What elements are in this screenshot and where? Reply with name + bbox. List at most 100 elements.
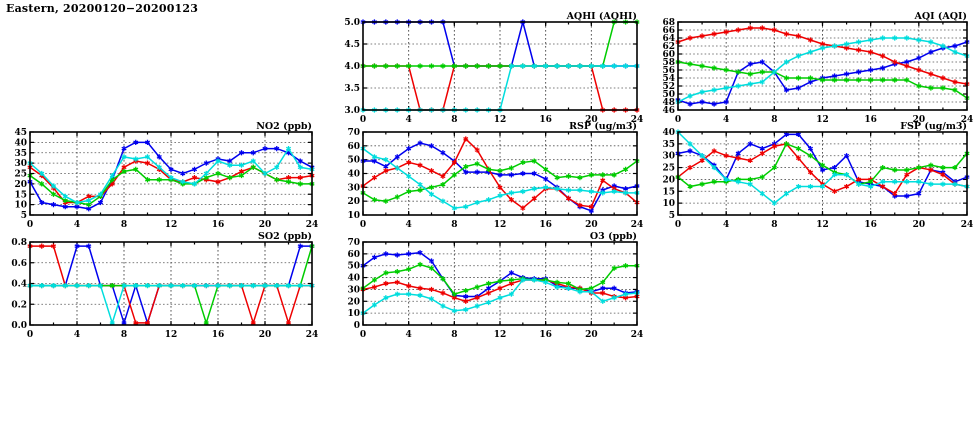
x-tick-label: 4 — [406, 330, 412, 340]
chart-panel-aqhi: AQHI (AQHI) 3.0 3.5 4.0 4.5 5.0 0 4 8 12 16 20 24 — [335, 10, 645, 130]
chart-title-so2: SO2 (ppb) — [258, 231, 312, 242]
y-tick-label: 4.5 — [344, 40, 360, 50]
x-tick-label: 0 — [27, 220, 33, 230]
x-tick-label: 16 — [539, 330, 552, 340]
x-tick-label: 0 — [675, 115, 681, 125]
y-tick-label: 30 — [14, 159, 27, 169]
y-tick-label: 46 — [662, 106, 675, 116]
y-tick-label: 70 — [347, 238, 360, 248]
x-tick-label: 20 — [585, 220, 598, 230]
x-tick-label: 24 — [306, 330, 319, 340]
y-tick-label: 62 — [662, 42, 675, 52]
y-tick-label: 0.0 — [11, 321, 27, 331]
x-tick-label: 20 — [259, 220, 272, 230]
chart-title-aqi: AQI (AQI) — [914, 11, 967, 22]
y-tick-label: 40 — [347, 170, 360, 180]
chart-title-aqhi: AQHI (AQHI) — [566, 11, 637, 22]
y-tick-label: 60 — [347, 250, 360, 260]
x-tick-label: 24 — [306, 220, 319, 230]
x-tick-label: 16 — [539, 115, 552, 125]
x-tick-label: 4 — [723, 220, 729, 230]
y-tick-label: 3.0 — [344, 106, 360, 116]
y-tick-label: 60 — [662, 50, 675, 60]
x-tick-label: 24 — [631, 330, 644, 340]
x-tick-label: 24 — [961, 220, 974, 230]
y-tick-label: 30 — [347, 285, 360, 295]
x-tick-label: 8 — [451, 330, 457, 340]
x-tick-label: 4 — [406, 220, 412, 230]
x-tick-label: 24 — [631, 115, 644, 125]
x-tick-label: 12 — [494, 330, 507, 340]
x-tick-label: 0 — [27, 330, 33, 340]
x-tick-label: 12 — [816, 220, 829, 230]
y-tick-label: 54 — [662, 74, 675, 84]
x-tick-label: 4 — [74, 330, 80, 340]
chart-title-rsp: RSP (ug/m3) — [569, 121, 637, 132]
x-tick-label: 16 — [212, 330, 225, 340]
x-tick-label: 20 — [913, 115, 926, 125]
y-tick-label: 56 — [662, 66, 675, 76]
x-tick-label: 8 — [771, 115, 777, 125]
y-tick-label: 20 — [347, 197, 360, 207]
y-tick-label: 68 — [662, 18, 675, 28]
x-tick-label: 12 — [816, 115, 829, 125]
y-tick-label: 20 — [14, 180, 27, 190]
y-tick-label: 10 — [347, 309, 360, 319]
y-tick-label: 10 — [662, 199, 675, 209]
y-tick-label: 52 — [662, 82, 675, 92]
x-tick-label: 4 — [723, 115, 729, 125]
page-title: Eastern, 20200120−20200123 — [6, 2, 199, 15]
chart-panel-aqi: AQI (AQI) 46 48 50 52 54 56 58 60 62 64 66 68 0 4 8 12 16… — [650, 10, 975, 130]
y-tick-label: 35 — [662, 140, 675, 150]
y-tick-label: 5 — [669, 211, 675, 221]
x-tick-label: 8 — [451, 220, 457, 230]
x-tick-label: 8 — [451, 115, 457, 125]
y-tick-label: 25 — [662, 164, 675, 174]
x-tick-label: 0 — [360, 220, 366, 230]
x-tick-label: 8 — [121, 330, 127, 340]
y-tick-label: 50 — [347, 262, 360, 272]
y-tick-label: 66 — [662, 26, 675, 36]
y-tick-label: 45 — [14, 128, 27, 138]
x-tick-label: 0 — [360, 115, 366, 125]
y-tick-label: 10 — [14, 201, 27, 211]
y-tick-label: 64 — [662, 34, 675, 44]
y-tick-label: 30 — [662, 152, 675, 162]
y-tick-label: 60 — [347, 142, 360, 152]
y-tick-label: 0.8 — [11, 238, 27, 248]
x-tick-label: 20 — [259, 330, 272, 340]
y-tick-label: 15 — [662, 187, 675, 197]
series-markers-day1 — [360, 140, 640, 214]
x-tick-label: 24 — [631, 220, 644, 230]
x-tick-label: 16 — [539, 220, 552, 230]
x-tick-label: 20 — [585, 115, 598, 125]
y-tick-label: 0.4 — [11, 280, 27, 290]
x-tick-label: 12 — [165, 220, 178, 230]
chart-panel-so2: SO2 (ppb) 0.0 0.2 0.4 0.6 0.8 0 4 8 12 16 20 24 — [0, 230, 320, 345]
x-tick-label: 16 — [212, 220, 225, 230]
y-tick-label: 35 — [14, 149, 27, 159]
x-tick-label: 0 — [675, 220, 681, 230]
y-tick-label: 25 — [14, 170, 27, 180]
y-tick-label: 3.5 — [344, 84, 360, 94]
x-tick-label: 8 — [121, 220, 127, 230]
y-tick-label: 20 — [347, 297, 360, 307]
chart-title-o3: O3 (ppb) — [590, 231, 637, 242]
chart-panel-rsp: RSP (ug/m3) 10 20 30 40 50 60 70 0 4 8 12 16 20 24 — [335, 120, 645, 235]
y-tick-label: 40 — [662, 128, 675, 138]
y-tick-label: 40 — [14, 138, 27, 148]
x-tick-label: 24 — [961, 115, 974, 125]
y-tick-label: 5 — [21, 211, 27, 221]
chart-title-fsp: FSP (ug/m3) — [900, 121, 967, 132]
x-tick-label: 12 — [165, 330, 178, 340]
y-tick-label: 0.2 — [11, 300, 27, 310]
y-tick-label: 5.0 — [344, 18, 360, 28]
chart-title-no2: NO2 (ppb) — [256, 121, 312, 132]
x-tick-label: 16 — [864, 115, 877, 125]
x-tick-label: 4 — [74, 220, 80, 230]
x-tick-label: 20 — [585, 330, 598, 340]
chart-panel-o3: O3 (ppb) 0 10 20 30 40 50 60 70 0 4 8 12 16 20 24 — [335, 230, 645, 345]
x-tick-label: 12 — [494, 220, 507, 230]
x-tick-label: 12 — [494, 115, 507, 125]
y-tick-label: 4.0 — [344, 62, 360, 72]
